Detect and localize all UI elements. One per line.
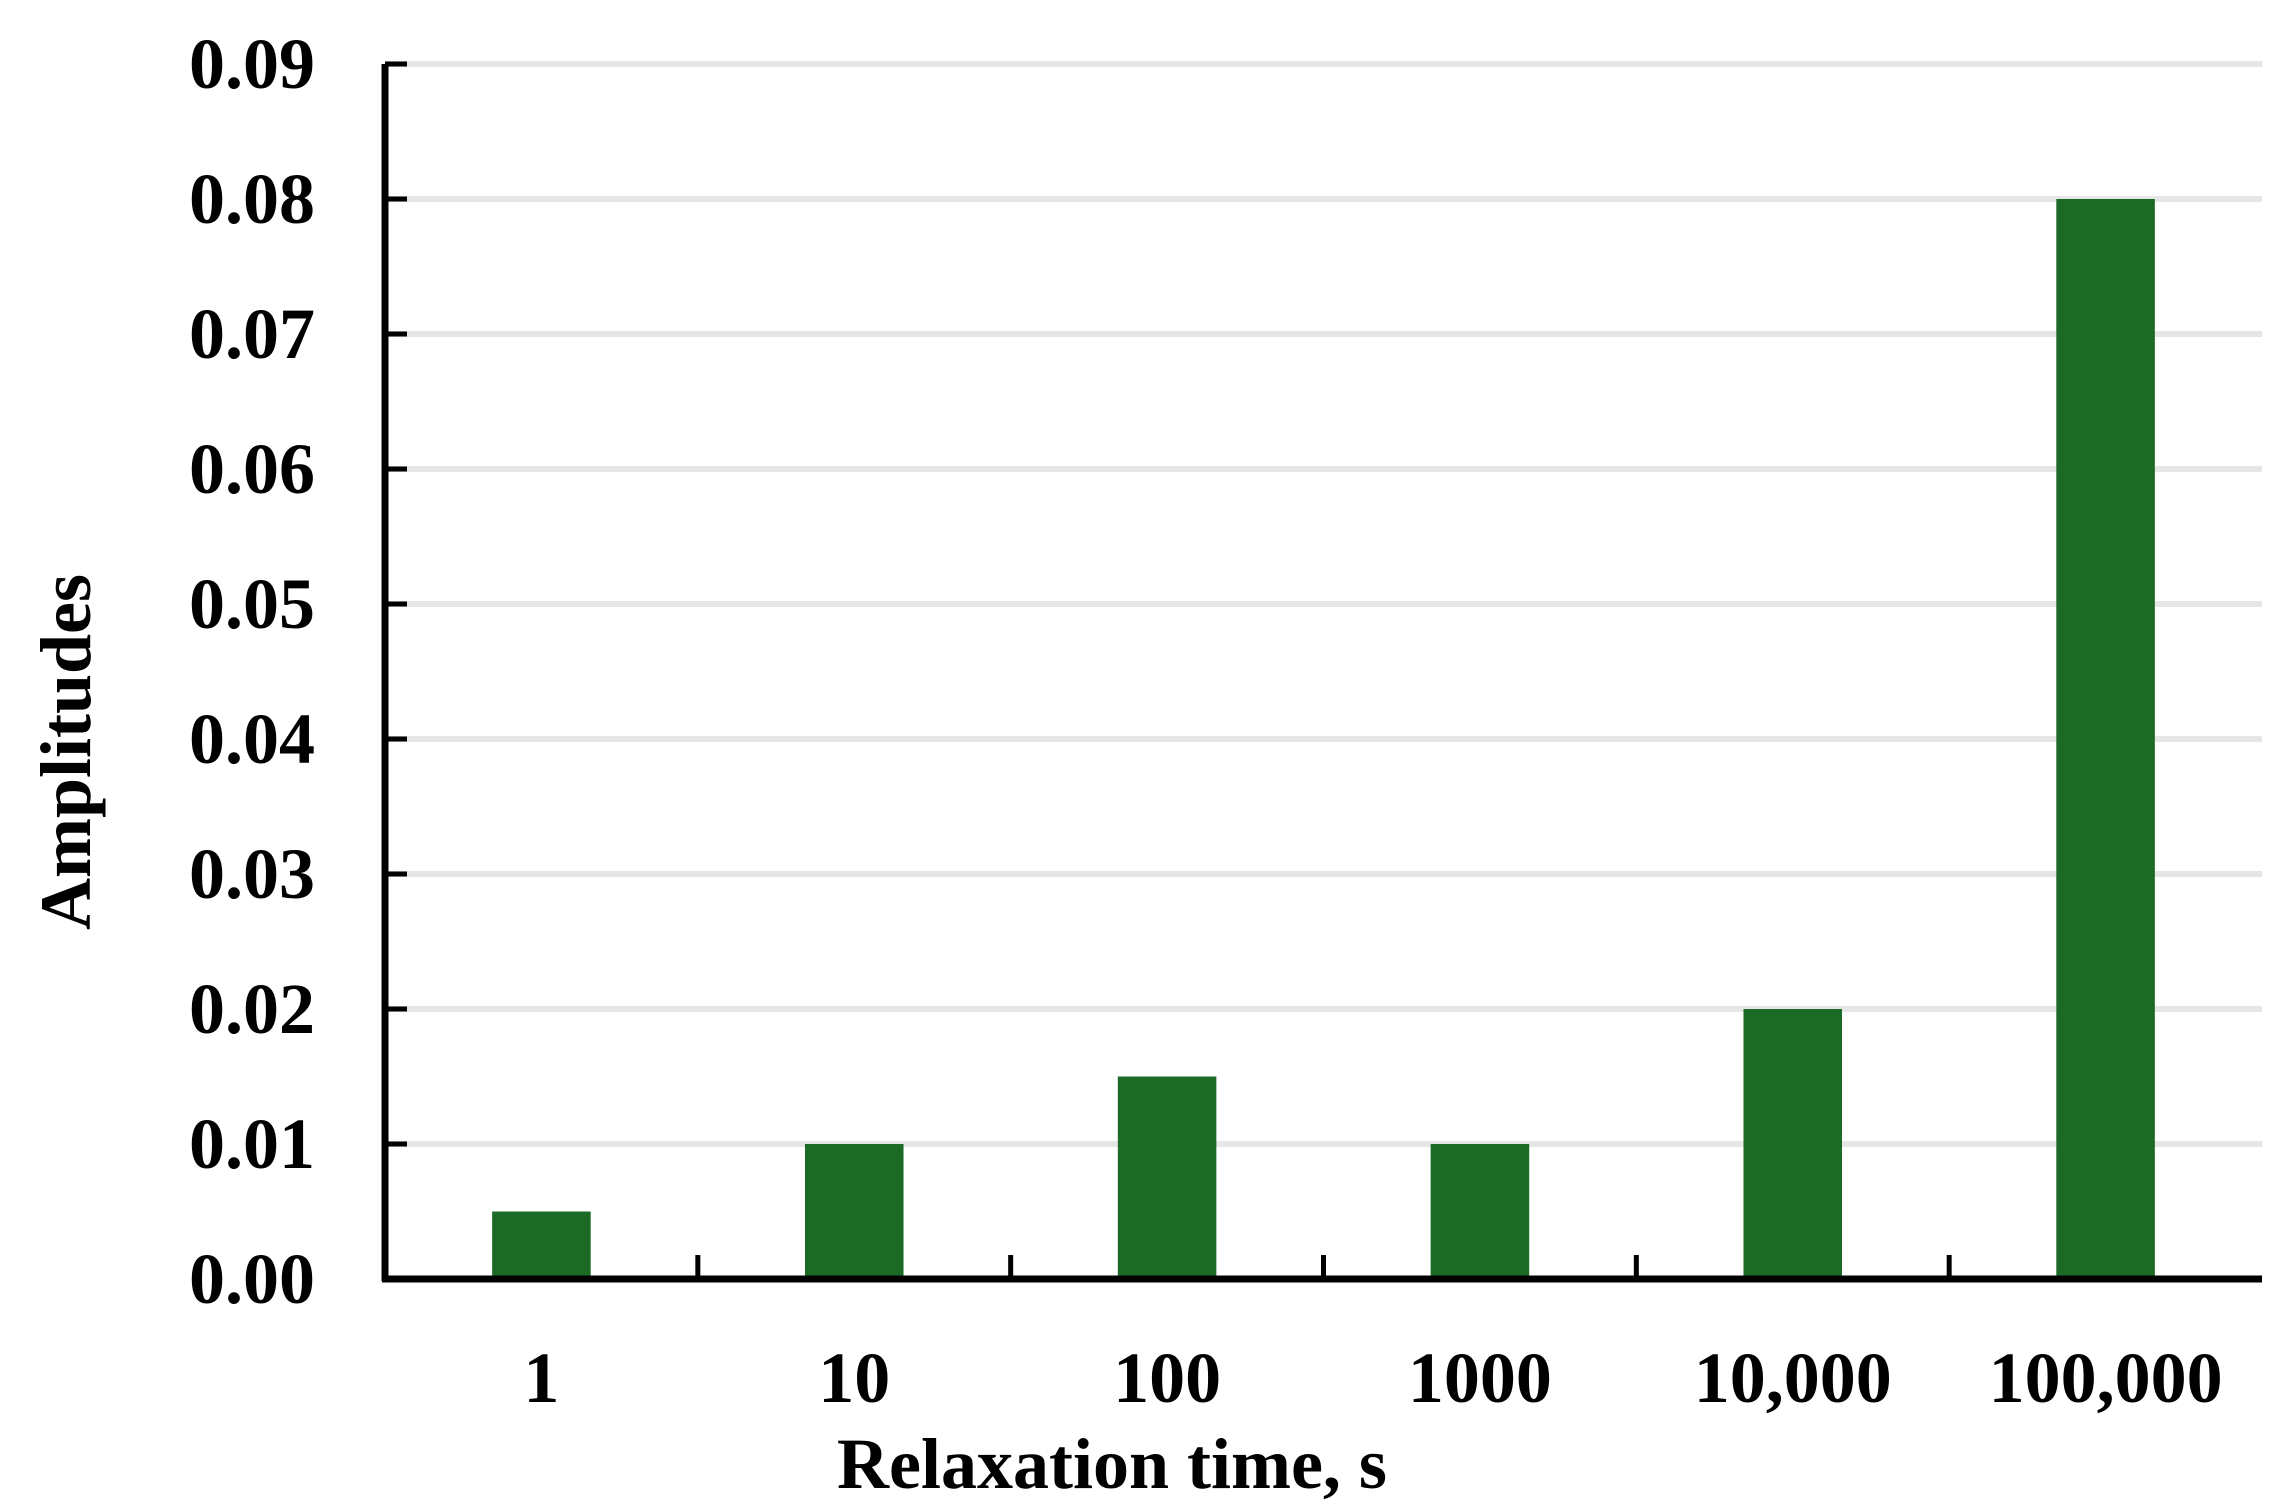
x-tick-labels: 1 10 100 1000 10,000 100,000	[523, 1338, 2222, 1418]
bar	[2056, 199, 2155, 1279]
x-tick-label: 100,000	[1989, 1338, 2223, 1418]
bars	[492, 199, 2155, 1279]
x-tick-label: 10	[818, 1338, 890, 1418]
x-tick-label: 1000	[1408, 1338, 1552, 1418]
y-tick-label: 0.03	[189, 834, 315, 914]
y-tick-label: 0.01	[189, 1104, 315, 1184]
y-tick-label: 0.05	[189, 564, 315, 644]
grid-lines	[385, 61, 2262, 1147]
y-tick-label: 0.02	[189, 969, 315, 1049]
x-tick-label: 1	[523, 1338, 559, 1418]
x-axis-title: Relaxation time, s	[837, 1424, 1387, 1504]
y-tick-label: 0.04	[189, 699, 315, 779]
y-tick-label: 0.06	[189, 429, 315, 509]
y-tick-label: 0.00	[189, 1239, 315, 1319]
bar	[804, 1144, 904, 1279]
x-tick-label: 100	[1113, 1338, 1221, 1418]
bar	[1430, 1144, 1530, 1279]
y-tick-label: 0.08	[189, 159, 315, 239]
bar	[1743, 1009, 1843, 1279]
bar	[492, 1211, 591, 1279]
y-tick-labels: 0.00 0.01 0.02 0.03 0.04 0.05 0.06 0.07 0.08 0.09	[189, 24, 315, 1319]
bar	[1117, 1076, 1217, 1279]
y-tick-label: 0.09	[189, 24, 315, 104]
axes	[381, 61, 2262, 1283]
y-tick-label: 0.07	[189, 294, 315, 374]
x-tick-label: 10,000	[1694, 1338, 1892, 1418]
y-axis-title: Amplitudes	[26, 574, 106, 930]
